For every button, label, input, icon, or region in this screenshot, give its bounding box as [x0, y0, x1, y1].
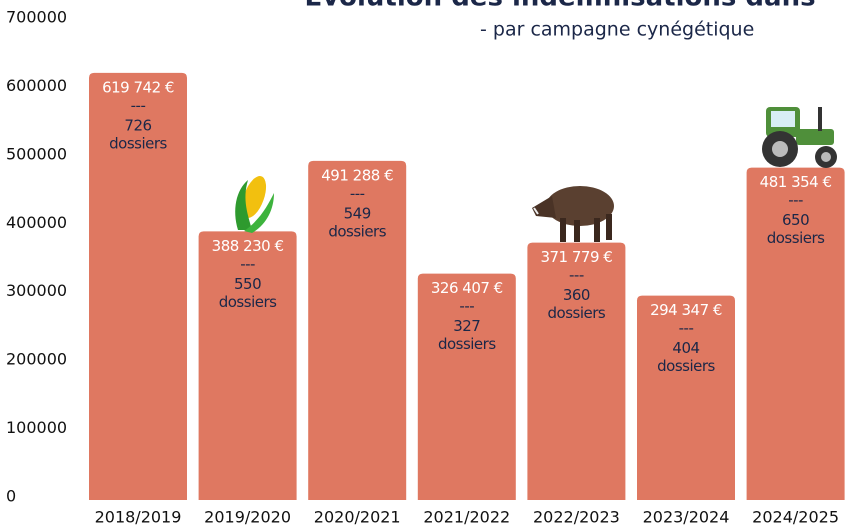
bar	[308, 160, 407, 500]
value-label: 371 779 €	[540, 248, 612, 266]
dossiers-count: 360	[563, 286, 590, 304]
separator: ---	[679, 319, 694, 337]
x-tick-label: 2019/2020	[204, 508, 291, 527]
y-tick-label: 600000	[6, 76, 67, 95]
value-label: 619 742 €	[102, 78, 174, 96]
y-tick-label: 0	[6, 487, 16, 506]
separator: ---	[240, 255, 255, 273]
dossiers-label: dossiers	[438, 335, 496, 353]
icons	[235, 107, 837, 242]
y-tick-label: 700000	[6, 8, 67, 27]
dossiers-count: 726	[124, 116, 151, 134]
dossiers-label: dossiers	[328, 222, 386, 240]
separator: ---	[131, 96, 146, 114]
dossiers-label: dossiers	[548, 304, 606, 322]
x-tick-label: 2024/2025	[752, 508, 839, 527]
value-label: 326 407 €	[431, 279, 503, 297]
y-tick-label: 200000	[6, 350, 67, 369]
separator: ---	[788, 191, 803, 209]
dossiers-label: dossiers	[219, 293, 277, 311]
bar	[637, 295, 735, 500]
y-tick-label: 500000	[6, 144, 67, 163]
corn-icon	[235, 176, 274, 233]
dossiers-label: dossiers	[109, 134, 167, 152]
bar	[198, 231, 297, 500]
bar	[527, 242, 626, 501]
chart-title: Évolution des indemnisations dans	[304, 0, 815, 13]
y-tick-label: 300000	[6, 281, 67, 300]
boar-icon	[532, 186, 614, 242]
dossiers-label: dossiers	[657, 357, 715, 375]
bar	[417, 273, 516, 500]
x-tick-label: 2021/2022	[423, 508, 510, 527]
bar	[746, 167, 845, 500]
x-tick-label: 2018/2019	[95, 508, 182, 527]
x-tick-label: 2022/2023	[533, 508, 620, 527]
dossiers-count: 550	[234, 275, 261, 293]
tractor-icon	[762, 107, 837, 168]
separator: ---	[459, 297, 474, 315]
dossiers-count: 404	[672, 339, 699, 357]
chart-subtitle: - par campagne cynégétique	[480, 19, 754, 41]
y-tick-label: 100000	[6, 418, 67, 437]
dossiers-count: 327	[453, 317, 480, 335]
dossiers-count: 549	[344, 204, 371, 222]
value-label: 388 230 €	[212, 237, 284, 255]
separator: ---	[569, 266, 584, 284]
separator: ---	[350, 184, 365, 202]
value-label: 481 354 €	[760, 173, 832, 191]
value-label: 294 347 €	[650, 301, 722, 319]
dossiers-count: 650	[782, 211, 809, 229]
bar	[89, 72, 187, 500]
x-tick-label: 2023/2024	[643, 508, 730, 527]
x-tick-label: 2020/2021	[314, 508, 401, 527]
y-tick-label: 400000	[6, 213, 67, 232]
value-label: 491 288 €	[321, 166, 393, 184]
dossiers-label: dossiers	[767, 229, 825, 247]
